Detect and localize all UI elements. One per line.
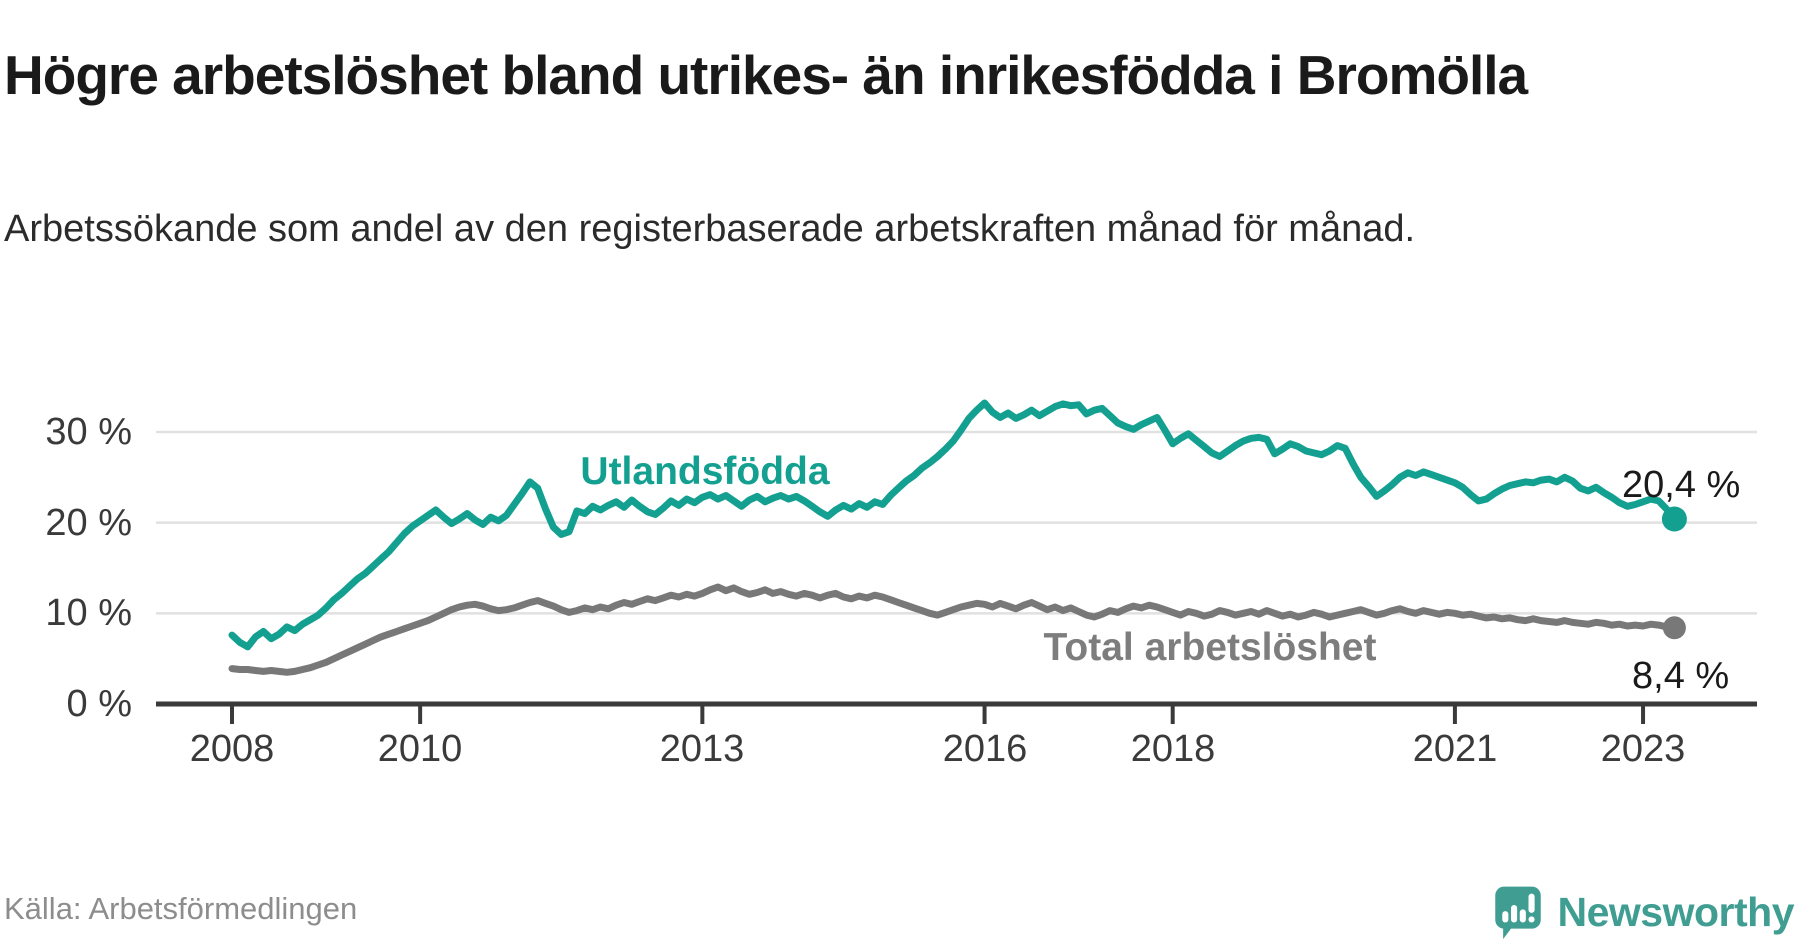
brand-name: Newsworthy: [1557, 888, 1795, 935]
x-tick-label-2013: 2013: [659, 728, 745, 770]
x-tick-label-2016: 2016: [942, 728, 1028, 770]
x-tick-label-2018: 2018: [1130, 728, 1216, 770]
x-tick-label-2008: 2008: [189, 728, 275, 770]
chart-speech-bubble-icon: [1494, 886, 1541, 940]
y-tick-label-20: 20 %: [45, 502, 132, 544]
y-tick-label-0: 0 %: [66, 683, 132, 725]
x-tick-label-2023: 2023: [1600, 728, 1686, 770]
y-tick-label-10: 10 %: [45, 592, 132, 634]
end-dot-utlandsfodda: [1661, 506, 1687, 532]
source-note: Källa: Arbetsförmedlingen: [4, 891, 358, 926]
page-title: Högre arbetslöshet bland utrikes- än inr…: [4, 43, 1528, 106]
end-value-label-utlandsfodda: 20,4 %: [1622, 464, 1741, 506]
series-line-utlandsfodda: [228, 399, 1678, 651]
end-value-label-total: 8,4 %: [1632, 655, 1730, 697]
series-label-utlandsfodda: Utlandsfödda: [580, 450, 830, 493]
series-line-total: [228, 583, 1678, 676]
x-tick-label-2010: 2010: [377, 728, 463, 770]
series-label-total-arbetsloshet: Total arbetslöshet: [1043, 626, 1377, 669]
x-tick-label-2021: 2021: [1412, 728, 1498, 770]
brand-lockup: Newsworthy: [1490, 882, 1795, 942]
chart-subtitle: Arbetssökande som andel av den registerb…: [4, 208, 1416, 250]
y-tick-label-30: 30 %: [45, 411, 132, 453]
end-dot-total: [1662, 616, 1686, 640]
